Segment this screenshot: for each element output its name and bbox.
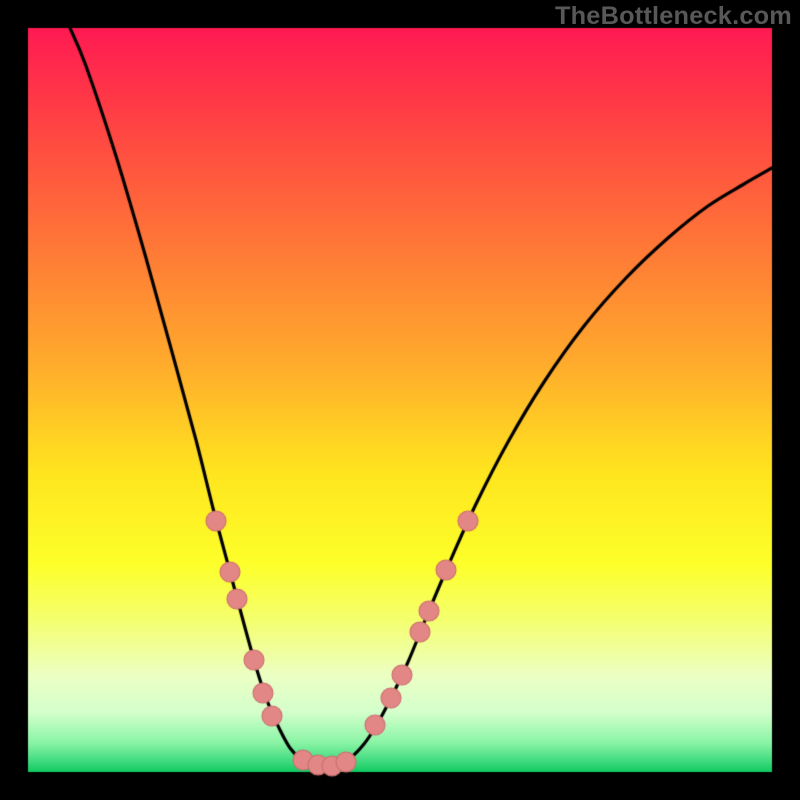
watermark: TheBottleneck.com	[555, 2, 792, 31]
chart-wrapper: TheBottleneck.com	[0, 0, 800, 800]
bottleneck-curve-chart	[0, 0, 800, 800]
